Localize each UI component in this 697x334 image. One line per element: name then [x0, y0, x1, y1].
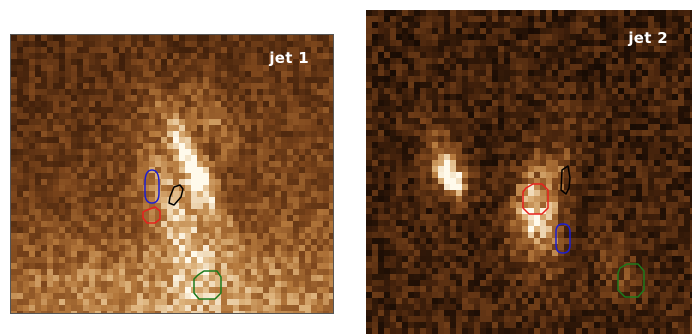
blue-region — [555, 223, 571, 254]
green-region — [617, 263, 645, 298]
jet-1-label: jet 1 — [269, 49, 309, 67]
black-region — [168, 184, 184, 206]
black-region — [560, 165, 571, 195]
jet-2-label: jet 2 — [628, 29, 668, 47]
jet-2-image — [366, 10, 692, 334]
jet-1-image — [11, 35, 333, 313]
green-region — [193, 270, 222, 300]
red-region — [142, 206, 161, 224]
jet-2-image-panel: jet 2 — [366, 10, 692, 334]
jet-1-image-panel: jet 1 — [10, 34, 334, 314]
blue-region — [144, 169, 160, 204]
red-region — [522, 183, 549, 215]
